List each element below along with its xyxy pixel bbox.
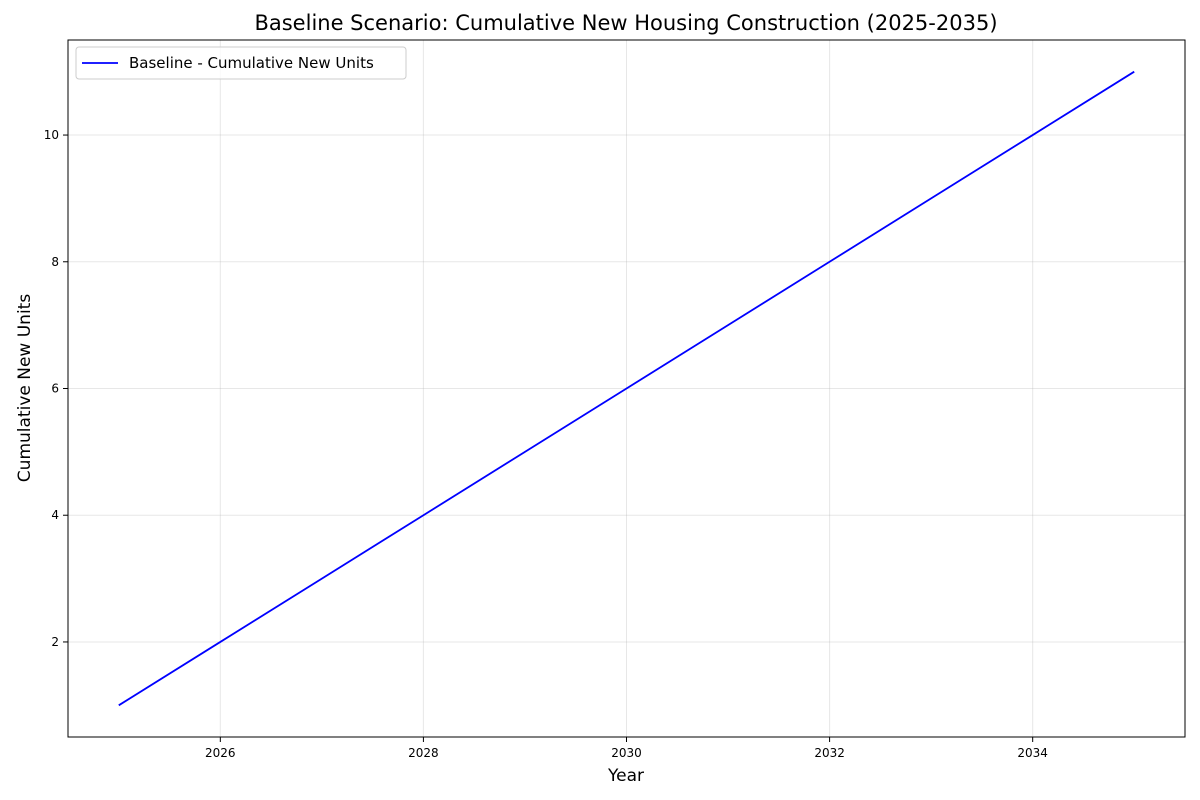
y-tick-label: 2 <box>51 635 59 649</box>
x-axis-ticks: 2026 2028 2030 2032 2034 <box>205 737 1048 760</box>
x-tick-label: 2028 <box>408 746 439 760</box>
y-tick-label: 10 <box>44 128 59 142</box>
chart-title: Baseline Scenario: Cumulative New Housin… <box>254 11 997 35</box>
legend-box <box>75 46 407 80</box>
y-tick-label: 8 <box>51 255 59 269</box>
x-tick-label: 2026 <box>205 746 236 760</box>
series-layer <box>118 70 1135 707</box>
x-tick-label: 2030 <box>611 746 642 760</box>
y-tick-label: 4 <box>51 508 59 522</box>
y-tick-label: 6 <box>51 382 59 396</box>
x-tick-label: 2034 <box>1017 746 1048 760</box>
legend-label: Baseline - Cumulative New Units <box>129 54 374 72</box>
legend: Baseline - Cumulative New Units <box>75 46 407 80</box>
x-tick-label: 2032 <box>814 746 845 760</box>
x-axis-label: Year <box>607 766 644 786</box>
series-line <box>118 70 1135 707</box>
grid <box>68 40 1185 737</box>
y-axis-label: Cumulative New Units <box>15 294 35 483</box>
y-axis-ticks: 2 4 6 8 10 <box>44 128 68 649</box>
